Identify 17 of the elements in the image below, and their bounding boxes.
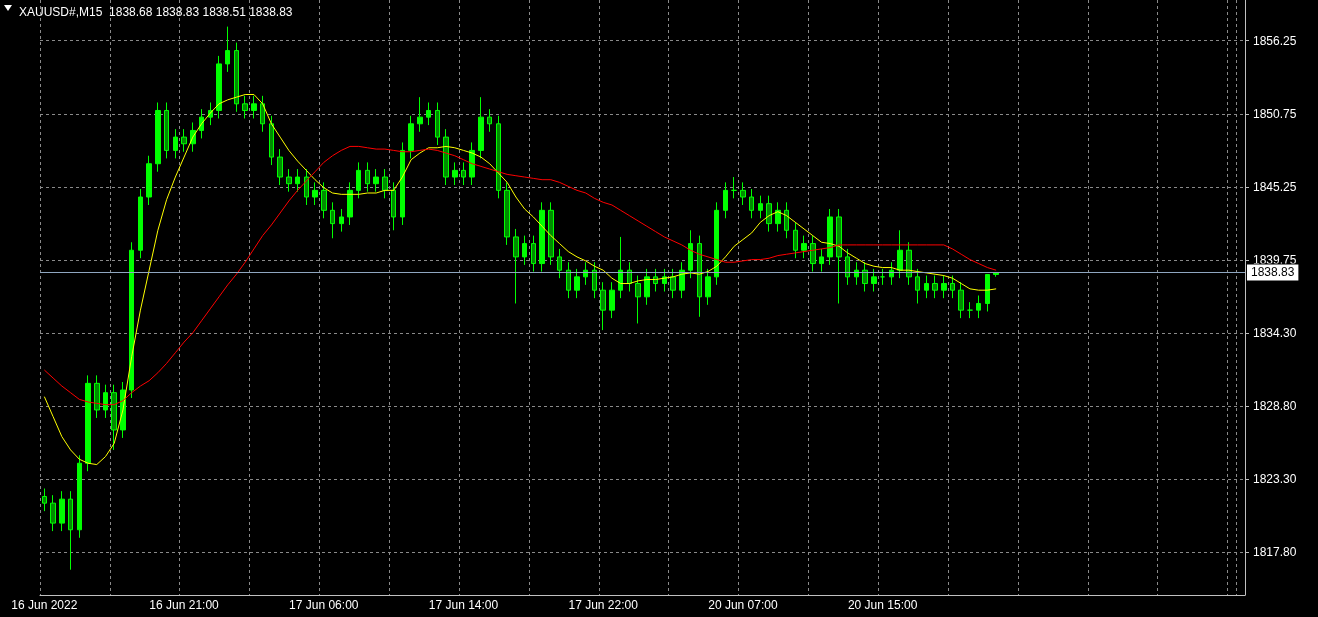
x-tick-label: 16 Jun 21:00: [149, 598, 220, 612]
x-tick-label: 17 Jun 22:00: [568, 598, 639, 612]
y-tick-label: 1839.75: [1253, 253, 1297, 268]
y-tick-label: 1823.30: [1253, 472, 1297, 487]
y-tick-label: 1834.30: [1253, 325, 1297, 340]
x-tick-label: 20 Jun 07:00: [708, 598, 778, 612]
x-tick-label: 16 Jun 2022: [11, 598, 78, 612]
y-tick-label: 1828.80: [1253, 398, 1297, 413]
y-tick-label: 1856.25: [1253, 33, 1297, 48]
y-tick-label: 1817.80: [1253, 545, 1297, 560]
x-tick-label: 17 Jun 14:00: [428, 598, 499, 612]
ref-line-label: 1838.83: [1251, 265, 1295, 280]
y-tick-label: 1850.75: [1253, 106, 1297, 121]
chart-title: XAUUSD#,M15 1838.68 1838.83 1838.51 1838.83: [19, 5, 293, 19]
y-tick-label: 1845.25: [1253, 180, 1297, 195]
x-tick-label: 20 Jun 15:00: [847, 598, 918, 612]
x-tick-label: 17 Jun 06:00: [289, 598, 359, 612]
